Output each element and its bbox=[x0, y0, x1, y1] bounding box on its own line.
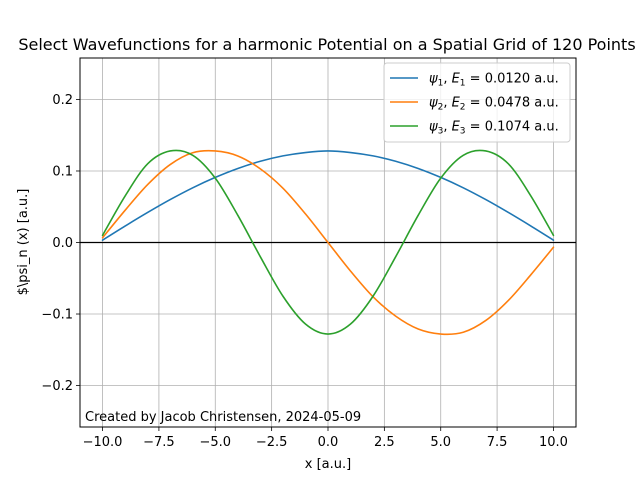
x-tick-label: −2.5 bbox=[256, 435, 288, 450]
y-ticks: −0.2 −0.1 0.0 0.1 0.2 bbox=[41, 93, 80, 394]
legend-label: ψ2, E2 = 0.0478 a.u. bbox=[429, 96, 559, 113]
y-tick-label: 0.1 bbox=[52, 164, 73, 179]
x-tick-label: −10.0 bbox=[83, 435, 123, 450]
legend-label: ψ1, E1 = 0.0120 a.u. bbox=[429, 72, 559, 89]
credit-annotation: Created by Jacob Christensen, 2024-05-09 bbox=[85, 410, 361, 425]
x-tick-label: 10.0 bbox=[539, 435, 568, 450]
y-axis-label: $\psi_n (x) [a.u.] bbox=[16, 189, 31, 296]
x-ticks: −10.0 −7.5 −5.0 −2.5 0.0 2.5 5.0 7.5 10.0 bbox=[83, 427, 568, 450]
x-tick-label: −7.5 bbox=[143, 435, 175, 450]
x-tick-label: 2.5 bbox=[374, 435, 395, 450]
legend-entry-1: ψ1, E1 = 0.0120 a.u. bbox=[390, 72, 559, 89]
legend-entry-3: ψ3, E3 = 0.1074 a.u. bbox=[390, 120, 559, 137]
x-tick-label: 5.0 bbox=[430, 435, 451, 450]
series-group bbox=[101, 149, 555, 336]
legend-label: ψ3, E3 = 0.1074 a.u. bbox=[429, 120, 559, 137]
legend-entry-2: ψ2, E2 = 0.0478 a.u. bbox=[390, 96, 559, 113]
legend: ψ1, E1 = 0.0120 a.u. ψ2, E2 = 0.0478 a.u.… bbox=[383, 62, 571, 143]
x-tick-label: 0.0 bbox=[318, 435, 339, 450]
y-tick-label: 0.2 bbox=[52, 93, 73, 108]
series-line-2 bbox=[101, 149, 555, 336]
y-tick-label: 0.0 bbox=[52, 236, 73, 251]
x-tick-label: −5.0 bbox=[199, 435, 231, 450]
y-tick-label: −0.1 bbox=[41, 308, 73, 323]
y-tick-label: −0.2 bbox=[41, 379, 73, 394]
legend-box bbox=[383, 62, 571, 143]
series-line-1 bbox=[101, 150, 555, 241]
series-line-3 bbox=[101, 149, 555, 335]
x-tick-label: 7.5 bbox=[487, 435, 508, 450]
x-axis-label: x [a.u.] bbox=[305, 457, 351, 472]
chart-title: Select Wavefunctions for a harmonic Pote… bbox=[18, 35, 635, 54]
